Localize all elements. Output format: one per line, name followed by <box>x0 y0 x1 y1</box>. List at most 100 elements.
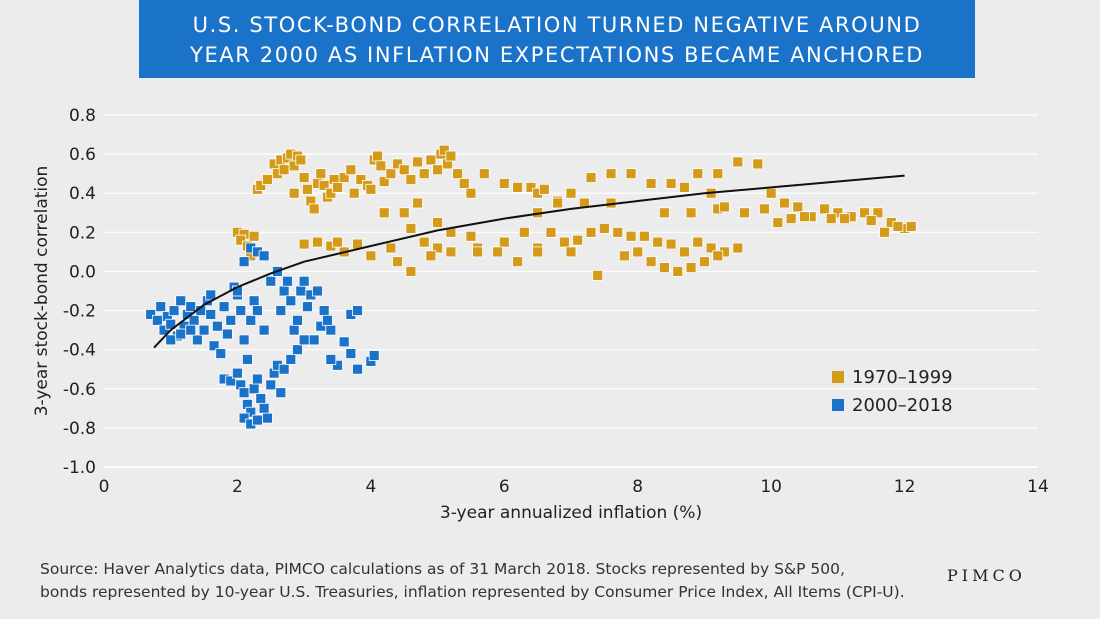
x-tick-label: 12 <box>894 477 916 497</box>
scatter-point <box>432 242 443 254</box>
scatter-point <box>478 168 490 180</box>
scatter-point <box>262 174 273 185</box>
scatter-point <box>445 246 457 258</box>
scatter-point <box>859 207 870 219</box>
scatter-point <box>659 262 670 273</box>
scatter-point <box>398 164 410 176</box>
x-tick-label: 10 <box>760 477 782 497</box>
scatter-point <box>298 238 310 250</box>
scatter-point <box>188 314 200 326</box>
scatter-point <box>512 256 524 268</box>
scatter-point <box>605 168 617 180</box>
scatter-point <box>418 168 430 180</box>
scatter-point <box>732 156 744 168</box>
scatter-point <box>302 301 313 313</box>
scatter-point <box>288 187 300 199</box>
scatter-point <box>325 187 337 199</box>
x-tick-label: 14 <box>1027 477 1049 497</box>
y-tick-label: -1.0 <box>63 458 96 478</box>
scatter-point <box>348 187 360 199</box>
scatter-point <box>232 367 243 379</box>
scatter-point <box>645 256 657 268</box>
scatter-point <box>252 373 263 385</box>
scatter-point <box>618 250 630 262</box>
scatter-point <box>558 236 570 248</box>
scatter-point <box>278 363 290 375</box>
scatter-point <box>652 236 664 248</box>
scatter-point <box>238 256 250 268</box>
scatter-point <box>248 383 260 395</box>
scatter-point <box>405 174 417 185</box>
scatter-point <box>338 336 350 348</box>
scatter-point <box>298 334 310 346</box>
scatter-point <box>672 266 684 277</box>
scatter-point <box>458 178 470 189</box>
scatter-point <box>598 223 610 234</box>
scatter-point <box>719 201 730 213</box>
scatter-point <box>258 324 270 336</box>
scatter-point <box>175 328 187 340</box>
scatter-point <box>465 187 477 199</box>
scatter-point <box>308 203 320 215</box>
scatter-point <box>472 246 484 258</box>
scatter-point <box>425 250 437 262</box>
scatter-point <box>282 275 293 287</box>
scatter-point <box>255 179 267 191</box>
scatter-point <box>338 172 350 183</box>
legend-label: 1970–1999 <box>852 367 953 388</box>
scatter-point <box>612 226 624 238</box>
scatter-point <box>699 256 710 268</box>
scatter-point <box>405 223 417 234</box>
source-note: Source: Haver Analytics data, PIMCO calc… <box>40 558 940 604</box>
y-tick-label: -0.8 <box>63 419 96 439</box>
scatter-point <box>438 144 450 156</box>
scatter-point <box>208 340 220 352</box>
series-layer <box>145 144 917 430</box>
scatter-point <box>312 236 323 248</box>
scatter-point <box>352 305 363 316</box>
y-tick-label: -0.2 <box>63 302 96 322</box>
scatter-point <box>285 295 297 307</box>
y-tick-label: 0.6 <box>69 145 96 165</box>
scatter-point <box>632 246 644 258</box>
scatter-point <box>345 164 357 176</box>
scatter-point <box>222 328 233 340</box>
scatter-point <box>248 295 260 307</box>
axis-layer: 0.8 0.6 0.4 0.2 0.0 -0.2 -0.4 -0.6 -0.8 -1.00 2 4 6 8… <box>32 106 1049 523</box>
scatter-point <box>168 305 180 316</box>
scatter-point <box>592 269 604 281</box>
scatter-point <box>215 348 227 359</box>
scatter-point <box>425 154 437 166</box>
scatter-point <box>252 414 263 426</box>
scatter-point <box>275 305 287 316</box>
scatter-point <box>412 197 423 209</box>
scatter-point <box>892 221 904 232</box>
scatter-point <box>205 309 217 320</box>
scatter-point <box>235 234 247 246</box>
source-line-2: bonds represented by 10-year U.S. Treasu… <box>40 583 905 601</box>
scatter-point <box>345 348 357 359</box>
scatter-point <box>375 160 387 172</box>
scatter-point <box>308 334 320 346</box>
scatter-point <box>245 314 257 326</box>
scatter-point <box>155 301 167 313</box>
scatter-point <box>262 412 273 424</box>
scatter-point <box>825 213 837 225</box>
scatter-point <box>242 354 253 365</box>
scatter-point <box>278 164 290 176</box>
scatter-point <box>205 289 217 301</box>
scatter-point <box>278 285 290 297</box>
y-axis-title: 3-year stock-bond correlation <box>32 166 52 417</box>
scatter-point <box>238 387 250 399</box>
scatter-point <box>185 301 197 313</box>
scatter-point <box>151 314 163 326</box>
scatter-point <box>392 158 403 170</box>
scatter-point <box>412 156 423 168</box>
scatter-point <box>525 181 537 193</box>
scatter-point <box>538 183 550 195</box>
scatter-point <box>638 230 650 242</box>
scatter-point <box>432 217 443 228</box>
scatter-point <box>312 285 323 297</box>
scatter-point <box>645 178 657 189</box>
legend-layer: 1970–1999 2000–2018 <box>832 367 953 416</box>
